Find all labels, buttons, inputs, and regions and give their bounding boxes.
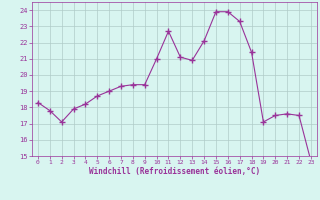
X-axis label: Windchill (Refroidissement éolien,°C): Windchill (Refroidissement éolien,°C) <box>89 167 260 176</box>
